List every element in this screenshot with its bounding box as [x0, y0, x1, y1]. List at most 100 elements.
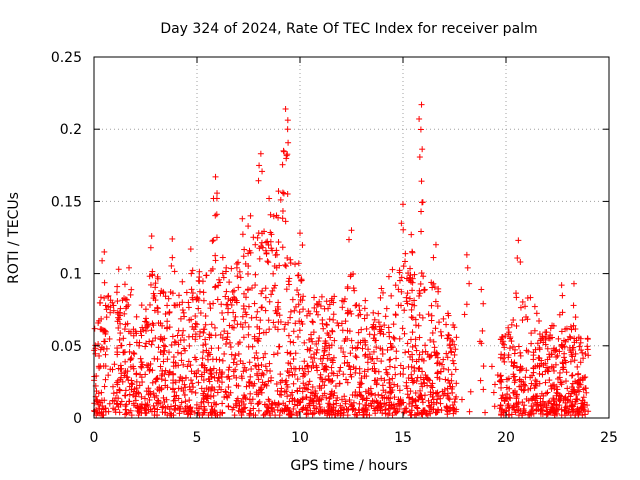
roti-point	[200, 289, 207, 296]
roti-point	[356, 407, 363, 414]
roti-point	[500, 394, 507, 401]
roti-point	[115, 324, 122, 331]
roti-point	[253, 349, 260, 356]
roti-point	[290, 339, 297, 346]
roti-point	[337, 364, 344, 371]
roti-point	[147, 281, 154, 288]
roti-point	[257, 150, 264, 157]
roti-point	[184, 363, 191, 370]
roti-point	[559, 292, 566, 299]
roti-point	[103, 306, 110, 313]
roti-point	[207, 393, 214, 400]
roti-point	[265, 242, 272, 249]
roti-point	[353, 354, 360, 361]
roti-point	[580, 394, 587, 401]
roti-point	[404, 391, 411, 398]
roti-point	[570, 302, 577, 309]
roti-point	[416, 312, 423, 319]
roti-point	[328, 364, 335, 371]
roti-point	[242, 319, 249, 326]
roti-point	[254, 308, 261, 315]
roti-point	[400, 409, 407, 416]
roti-point	[367, 385, 374, 392]
roti-point	[148, 327, 155, 334]
roti-point	[222, 268, 229, 275]
roti-point	[290, 380, 297, 387]
roti-point	[345, 406, 352, 413]
roti-point	[253, 363, 260, 370]
roti-point	[579, 397, 586, 404]
roti-point	[409, 314, 416, 321]
roti-point	[375, 319, 382, 326]
roti-point	[562, 378, 569, 385]
roti-point	[519, 399, 526, 406]
roti-point	[505, 324, 512, 331]
roti-point	[169, 290, 176, 297]
roti-point	[240, 334, 247, 341]
roti-point	[267, 211, 274, 218]
roti-point	[146, 273, 153, 280]
roti-point	[576, 409, 583, 416]
roti-point	[177, 403, 184, 410]
roti-point	[287, 314, 294, 321]
roti-point	[214, 190, 221, 197]
roti-point	[177, 315, 184, 322]
roti-point	[211, 324, 218, 331]
roti-point	[157, 320, 164, 327]
roti-point	[263, 329, 270, 336]
roti-point	[210, 392, 217, 399]
roti-point	[130, 365, 137, 372]
roti-point	[188, 286, 195, 293]
roti-point	[418, 409, 425, 416]
roti-point	[425, 311, 432, 318]
roti-point	[415, 365, 422, 372]
roti-point	[258, 290, 265, 297]
roti-point	[497, 354, 504, 361]
roti-point	[240, 290, 247, 297]
roti-point	[208, 267, 215, 274]
roti-point	[240, 305, 247, 312]
roti-point	[270, 319, 277, 326]
roti-point	[175, 327, 182, 334]
roti-point	[153, 375, 160, 382]
roti-point	[192, 336, 199, 343]
roti-point	[177, 374, 184, 381]
roti-point	[374, 403, 381, 410]
roti-point	[300, 380, 307, 387]
roti-point	[210, 300, 217, 307]
roti-point	[463, 301, 470, 308]
roti-point	[306, 336, 313, 343]
roti-point	[347, 350, 354, 357]
roti-point	[412, 336, 419, 343]
roti-point	[168, 341, 175, 348]
roti-point	[525, 397, 532, 404]
roti-point	[562, 407, 569, 414]
roti-point	[115, 395, 122, 402]
roti-point	[326, 301, 333, 308]
roti-point	[214, 389, 221, 396]
roti-point	[556, 311, 563, 318]
roti-point	[516, 367, 523, 374]
roti-point	[428, 312, 435, 319]
roti-point	[411, 297, 418, 304]
roti-point	[358, 326, 365, 333]
roti-point	[265, 317, 272, 324]
roti-point	[282, 105, 289, 112]
roti-point	[100, 362, 107, 369]
roti-point	[251, 300, 258, 307]
roti-point	[375, 391, 382, 398]
roti-point	[390, 334, 397, 341]
roti-point	[287, 360, 294, 367]
roti-point	[337, 402, 344, 409]
roti-point	[187, 386, 194, 393]
roti-point	[579, 349, 586, 356]
roti-point	[262, 294, 269, 301]
roti-point	[482, 409, 489, 416]
roti-point	[274, 401, 281, 408]
roti-point	[121, 326, 128, 333]
roti-point	[171, 405, 178, 412]
roti-point	[203, 347, 210, 354]
roti-point	[390, 321, 397, 328]
roti-point	[228, 301, 235, 308]
roti-point	[219, 270, 226, 277]
